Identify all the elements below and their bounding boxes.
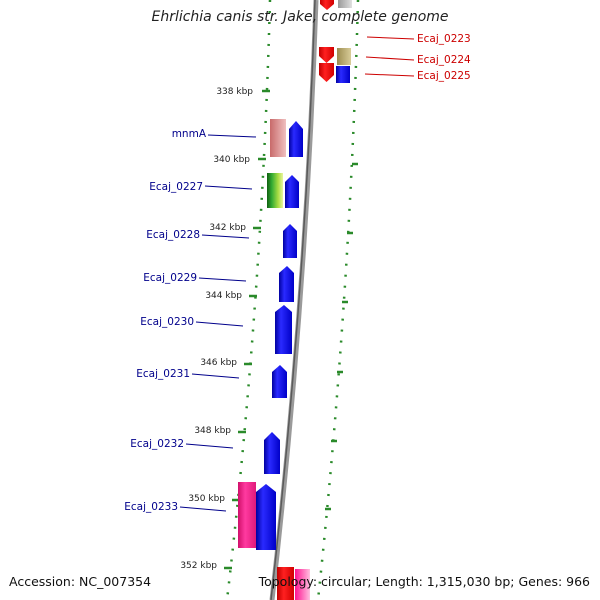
- genome-summary-text: Topology: circular; Length: 1,315,030 bp…: [258, 574, 590, 589]
- trna-feature-mnmA: [270, 119, 286, 157]
- red-cds-0224: [319, 47, 334, 63]
- pink-feature-0233: [238, 482, 256, 548]
- leader-line-0230: [195, 321, 244, 327]
- gene-features: [238, 119, 310, 600]
- leader-line-0227: [204, 185, 253, 190]
- leader-line-0231: [191, 373, 240, 379]
- kbp-label-342: 342 kbp: [209, 223, 246, 233]
- kbp-label-352: 352 kbp: [180, 561, 217, 571]
- kbp-label-348: 348 kbp: [194, 426, 231, 436]
- leader-line-0224: [365, 56, 415, 61]
- gene-label-0224: Ecaj_0224: [417, 54, 471, 66]
- forward-cds-0233: [256, 484, 276, 550]
- kbp-label-344: 344 kbp: [205, 291, 242, 301]
- kbp-label-346: 346 kbp: [200, 358, 237, 368]
- red-cds-0225: [319, 63, 334, 82]
- red-cds-top: [320, 0, 334, 10]
- forward-cds-0232: [264, 432, 280, 474]
- kbp-label-340: 340 kbp: [213, 155, 250, 165]
- grey-feature: [338, 0, 352, 8]
- leader-line-mnmA: [207, 134, 257, 138]
- genome-backbone: [269, 0, 319, 600]
- gene-label-0225: Ecaj_0225: [417, 70, 471, 82]
- scale-track-right: [316, 0, 360, 600]
- gene-label-0223: Ecaj_0223: [417, 33, 471, 45]
- gene-label-0228: Ecaj_0228: [146, 229, 200, 241]
- red-feature-bottom: [277, 567, 294, 600]
- pink-feature-bottom: [295, 569, 310, 600]
- leader-line-0223: [366, 36, 415, 40]
- gene-label-0229: Ecaj_0229: [143, 272, 197, 284]
- gene-label-0231: Ecaj_0231: [136, 368, 190, 380]
- forward-cds-mnmA: [289, 121, 303, 157]
- forward-cds-0228: [283, 224, 297, 258]
- accession-text: Accession: NC_007354: [9, 574, 152, 589]
- forward-cds-0229: [279, 266, 294, 302]
- scale-track-left: [225, 0, 272, 600]
- gene-label-0230: Ecaj_0230: [140, 316, 194, 328]
- gene-label-mnmA: mnmA: [172, 128, 207, 140]
- kbp-label-338: 338 kbp: [216, 87, 253, 97]
- minor-tick-marks: [325, 162, 358, 511]
- forward-cds-0231: [272, 365, 287, 398]
- forward-cds-0227: [285, 175, 299, 208]
- gene-label-0227: Ecaj_0227: [149, 181, 203, 193]
- green-feature-0227: [267, 173, 283, 208]
- leader-line-0225: [364, 73, 415, 77]
- leader-line-0229: [198, 277, 247, 282]
- tan-feature-0224: [337, 48, 351, 65]
- blue-feature-0225: [336, 66, 350, 83]
- forward-cds-0230: [275, 305, 292, 354]
- kbp-label-350: 350 kbp: [188, 494, 225, 504]
- leader-line-0232: [185, 443, 234, 449]
- leader-line-0233: [179, 506, 227, 512]
- leader-line-0228: [201, 234, 250, 239]
- top-features: [319, 0, 352, 83]
- kbp-tick-marks: [224, 89, 270, 570]
- gene-label-0233: Ecaj_0233: [124, 501, 178, 513]
- gene-label-0232: Ecaj_0232: [130, 438, 184, 450]
- map-title: Ehrlichia canis str. Jake, complete geno…: [151, 9, 449, 25]
